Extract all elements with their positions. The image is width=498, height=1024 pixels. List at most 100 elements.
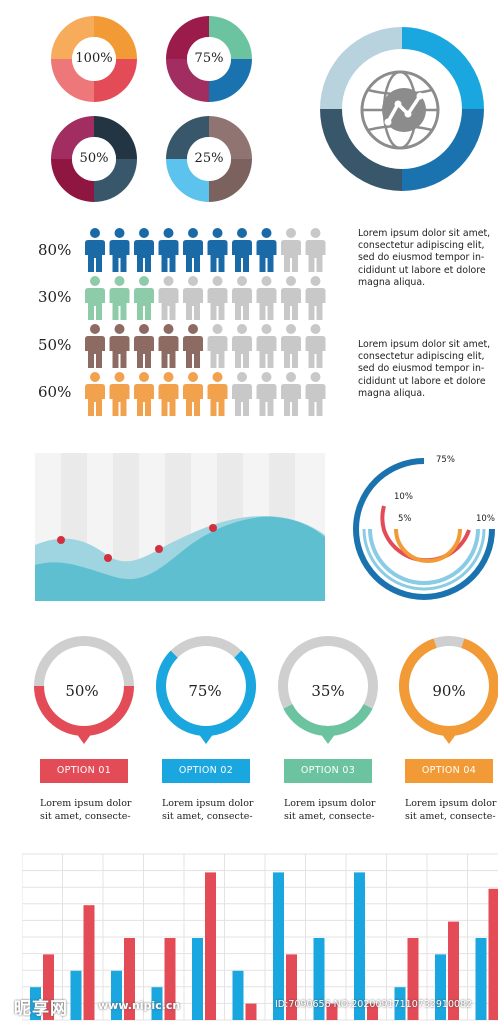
arc-label-10-left: 10%	[394, 492, 413, 502]
lorem-line: magna aliqua.	[358, 276, 426, 288]
donut-50-label: 50%	[79, 151, 109, 166]
person-icon	[305, 228, 326, 272]
person-icon	[109, 276, 130, 320]
bar-blue	[354, 872, 365, 1020]
lorem-line: Lorem ipsum dolor sit amet,	[358, 228, 491, 239]
option-desc-line: Lorem ipsum dolor	[405, 798, 497, 809]
bar-blue	[192, 938, 203, 1020]
chart-point	[209, 524, 217, 532]
arc-label-5: 5%	[398, 514, 412, 524]
donut-25	[166, 116, 252, 202]
bar-red	[83, 905, 95, 1020]
bar-red	[245, 1003, 257, 1020]
person-icon	[134, 228, 154, 272]
person-icon	[256, 228, 277, 272]
bar-red	[164, 938, 176, 1020]
person-icon	[134, 276, 154, 320]
wave-area-chart	[35, 453, 325, 601]
bar-blue	[435, 954, 446, 1020]
person-icon	[305, 372, 326, 416]
bar-blue	[475, 938, 487, 1020]
bar-chart	[22, 853, 498, 1021]
bar-red	[326, 1003, 338, 1020]
option-ring	[278, 636, 378, 744]
option-2-button[interactable]: OPTION 02	[162, 759, 250, 783]
person-icon	[85, 372, 105, 416]
option-3-pct: 35%	[311, 682, 345, 700]
person-icon	[109, 324, 130, 368]
option-2-pct: 75%	[188, 682, 222, 700]
bar-red	[488, 888, 498, 1020]
person-icon	[183, 372, 203, 416]
option-4-desc: Lorem ipsum dolor sit amet, consecte-	[405, 797, 498, 823]
bar-red	[367, 1003, 378, 1020]
option-4-pct: 90%	[432, 682, 466, 700]
person-icon	[158, 228, 179, 272]
person-icon	[232, 324, 252, 368]
arc-5	[394, 528, 462, 563]
person-icon	[134, 372, 154, 416]
watermark-logo: 昵享网	[14, 999, 68, 1019]
person-icon	[183, 324, 203, 368]
donut-50	[51, 116, 137, 202]
bar-red	[43, 954, 54, 1020]
person-icon	[281, 324, 301, 368]
globe-chart-icon	[360, 70, 440, 150]
bar-blue	[273, 872, 284, 1020]
option-ring	[156, 636, 256, 744]
globe-donut	[320, 27, 484, 191]
donut-100-label: 100%	[75, 51, 113, 66]
option-4-button[interactable]: OPTION 04	[405, 759, 493, 783]
option-desc-line: sit amet, consecte-	[162, 811, 253, 822]
bar-blue	[30, 987, 41, 1020]
person-icon	[183, 276, 203, 320]
arc-10-blue	[356, 529, 492, 597]
person-icon	[158, 276, 179, 320]
option-desc-line: sit amet, consecte-	[405, 811, 496, 822]
lorem-line: sed do eiusmod tempor in-	[358, 252, 485, 264]
watermark-id: ID:7090656 NO:20200917110732910082	[275, 999, 473, 1010]
option-3-desc: Lorem ipsum dolor sit amet, consecte-	[284, 797, 404, 823]
people-row-4-label: 60%	[38, 383, 72, 401]
person-icon	[232, 228, 252, 272]
bar-blue	[151, 987, 163, 1020]
person-icon	[305, 276, 326, 320]
donut-25-label: 25%	[194, 151, 224, 166]
lorem-line: magna aliqua.	[358, 387, 426, 399]
bar-red	[205, 872, 216, 1020]
person-icon	[281, 228, 301, 272]
lorem-line: cididunt ut labore et dolore	[358, 375, 486, 387]
bar-red	[407, 938, 419, 1020]
chart-point	[57, 536, 65, 544]
lorem-line: cididunt ut labore et dolore	[358, 264, 486, 276]
person-icon	[281, 372, 301, 416]
option-desc-line: sit amet, consecte-	[40, 811, 131, 822]
lorem-block-1: Lorem ipsum dolor sit amet, consectetur …	[358, 228, 498, 289]
person-icon	[109, 228, 130, 272]
person-icon	[134, 324, 154, 368]
option-ring	[399, 636, 498, 744]
bar-red	[286, 954, 297, 1020]
option-3-button[interactable]: OPTION 03	[284, 759, 372, 783]
option-desc-line: Lorem ipsum dolor	[284, 798, 376, 809]
person-icon	[158, 324, 179, 368]
chart-grid	[22, 853, 498, 1021]
lorem-line: consectetur adipiscing elit,	[358, 240, 485, 252]
donut-75-label: 75%	[194, 51, 224, 66]
person-icon	[305, 324, 326, 368]
watermark-site: www.nipic.cn	[98, 999, 181, 1012]
person-icon	[207, 324, 228, 368]
bar-blue	[232, 970, 244, 1020]
bar-red	[448, 921, 459, 1020]
people-row-3-label: 50%	[38, 336, 72, 354]
option-1-button[interactable]: OPTION 01	[40, 759, 128, 783]
people-row-1-label: 80%	[38, 241, 72, 259]
donut-75	[166, 16, 252, 102]
arc-label-10-right: 10%	[476, 514, 495, 524]
person-icon	[232, 372, 252, 416]
person-icon	[207, 228, 228, 272]
person-icon	[85, 324, 105, 368]
bar-blue	[70, 970, 82, 1020]
option-rings	[34, 636, 498, 744]
bar-red	[124, 938, 135, 1020]
